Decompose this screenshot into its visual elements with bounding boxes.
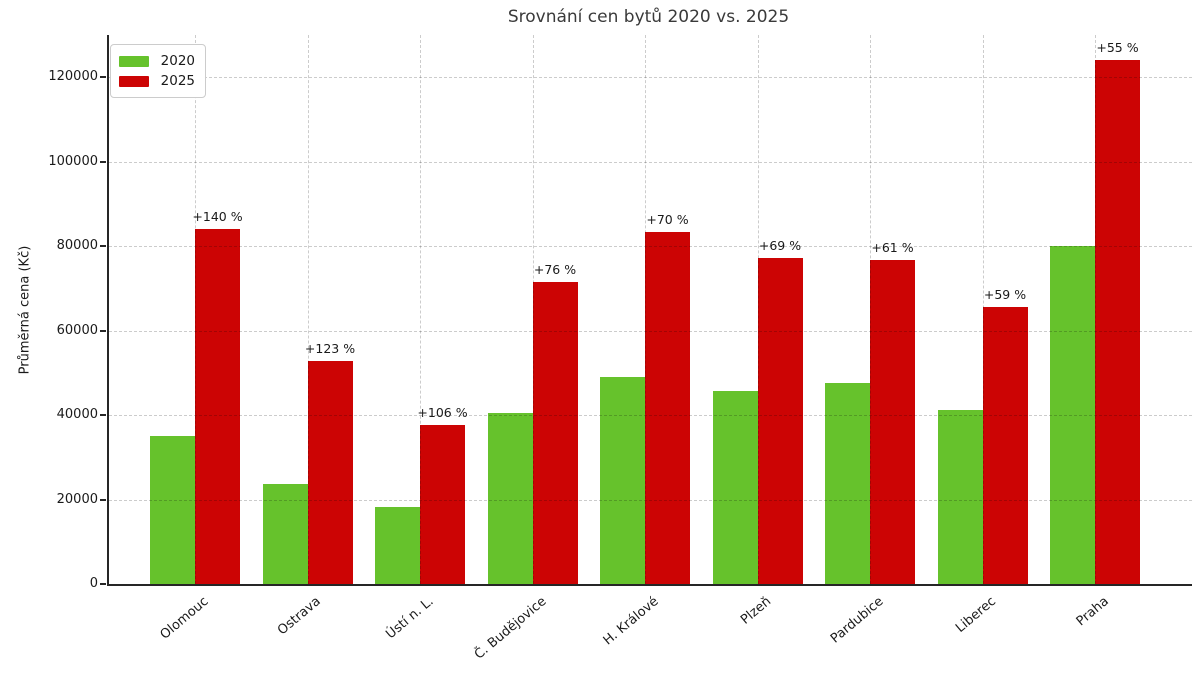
- growth-label-plze: +69 %: [758, 238, 802, 254]
- x-gridline-bud-jovice: [532, 35, 534, 584]
- y-tick-label-60000: 60000: [56, 322, 98, 338]
- bar-2020-ostrava: [262, 483, 308, 584]
- bar-2020-bud-jovice: [487, 412, 533, 584]
- x-tick-label-pardubice: Pardubice: [828, 594, 887, 647]
- x-tick-label-liberec: Liberec: [953, 594, 1000, 636]
- y-gridline-40000: [109, 415, 1192, 417]
- bar-2020-liberec: [937, 409, 983, 584]
- bar-2020-pardubice: [825, 382, 870, 584]
- bar-2025-liberec: [982, 306, 1028, 584]
- growth-label-h-kr-lov: +70 %: [646, 212, 689, 228]
- y-tick-mark-120000: [100, 76, 106, 79]
- x-tick-label-olomouc: Olomouc: [157, 594, 212, 643]
- bar-2025-bud-jovice: [532, 282, 578, 584]
- bar-2020-olomouc: [150, 436, 195, 584]
- bar-2020-st-n-l: [375, 506, 420, 584]
- growth-label-st-n-l: +106 %: [417, 404, 468, 420]
- x-gridline-olomouc: [195, 35, 196, 584]
- x-tick-label-praha: Praha: [1073, 594, 1112, 630]
- y-gridline-60000: [109, 330, 1192, 332]
- y-gridline-120000: [109, 77, 1192, 79]
- x-gridline-st-n-l: [420, 35, 421, 584]
- y-gridline-20000: [109, 499, 1192, 501]
- y-tick-label-40000: 40000: [56, 407, 98, 423]
- y-tick-label-120000: 120000: [48, 69, 98, 85]
- x-gridline-ostrava: [307, 35, 309, 584]
- y-tick-mark-100000: [100, 160, 106, 163]
- chart-title: Srovnání cen bytů 2020 vs. 2025: [507, 7, 790, 27]
- x-tick-label-ostrava: Ostrava: [275, 594, 325, 639]
- y-tick-label-100000: 100000: [48, 153, 98, 169]
- y-gridline-100000: [109, 161, 1192, 163]
- growth-label-ostrava: +123 %: [304, 340, 356, 356]
- x-gridline-praha: [1095, 35, 1096, 584]
- y-gridline-80000: [109, 246, 1192, 248]
- bar-2025-pardubice: [870, 259, 915, 584]
- x-gridline-liberec: [982, 35, 984, 584]
- bar-2025-plze: [757, 258, 803, 584]
- y-tick-label-20000: 20000: [56, 491, 98, 507]
- x-gridline-pardubice: [870, 35, 871, 584]
- x-gridline-h-kr-lov: [645, 35, 646, 584]
- growth-label-liberec: +59 %: [983, 286, 1027, 302]
- bar-2025-olomouc: [195, 229, 240, 584]
- legend-item-2025: 2025: [119, 71, 195, 91]
- y-tick-label-0: 0: [89, 576, 98, 591]
- legend-swatch-2020: [119, 55, 149, 67]
- legend-label-2020: 2020: [160, 53, 195, 69]
- bar-2025-praha: [1095, 60, 1140, 584]
- legend-item-2020: 2020: [119, 51, 195, 71]
- plot-area: +140 % +123 % +106 % +76 % +70 % +69 % +61 % +5…: [107, 35, 1192, 586]
- growth-label-pardubice: +61 %: [871, 239, 914, 255]
- legend-swatch-2025: [119, 75, 149, 87]
- x-tick-label-bud-jovice: Č. Budějovice: [471, 594, 550, 663]
- growth-label-olomouc: +140 %: [192, 209, 243, 225]
- y-tick-mark-0: [100, 583, 106, 585]
- x-gridline-plze: [757, 35, 759, 584]
- growth-label-praha: +55 %: [1096, 40, 1139, 56]
- y-tick-label-80000: 80000: [56, 238, 98, 254]
- y-tick-mark-60000: [100, 329, 106, 332]
- x-tick-label-st-n-l: Ústí n. L.: [383, 594, 437, 643]
- x-tick-label-h-kr-lov: H. Králové: [600, 594, 662, 649]
- bar-2025-ostrava: [307, 360, 353, 584]
- y-axis-label: Průměrná cena (Kč): [17, 245, 33, 375]
- y-tick-mark-20000: [100, 498, 106, 501]
- x-tick-label-plze: Plzeň: [738, 594, 775, 628]
- legend: 2020 2025: [110, 44, 206, 98]
- y-tick-mark-40000: [100, 414, 106, 417]
- y-tick-mark-80000: [100, 245, 106, 248]
- bar-2025-st-n-l: [420, 424, 465, 584]
- bar-2025-h-kr-lov: [645, 232, 690, 584]
- growth-label-bud-jovice: +76 %: [533, 262, 577, 278]
- bar-2020-plze: [712, 391, 758, 584]
- bar-2020-h-kr-lov: [600, 377, 645, 584]
- legend-label-2025: 2025: [160, 73, 195, 89]
